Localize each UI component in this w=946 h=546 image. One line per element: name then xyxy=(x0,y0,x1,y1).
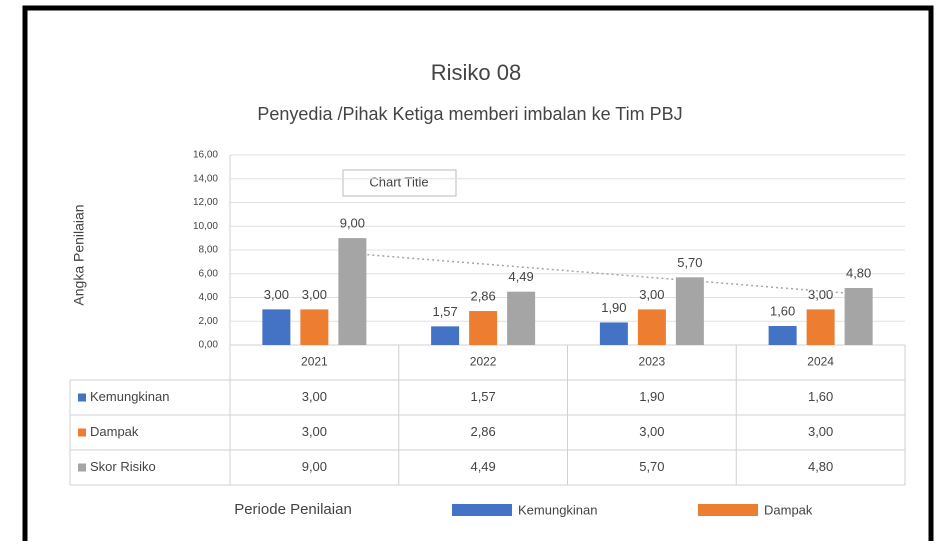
y-tick-label: 0,00 xyxy=(199,340,219,351)
data-label: 4,49 xyxy=(508,269,533,284)
bar xyxy=(844,288,873,345)
legend-key xyxy=(698,504,758,516)
table-cell: 4,80 xyxy=(808,459,833,474)
table-cell: 3,00 xyxy=(808,424,833,439)
y-tick-label: 12,00 xyxy=(193,197,218,208)
x-tick-label: 2024 xyxy=(807,355,834,369)
legend-label: Kemungkinan xyxy=(518,502,598,517)
table-cell: 5,70 xyxy=(639,459,664,474)
table-cell: 1,57 xyxy=(470,389,495,404)
bar xyxy=(431,326,460,345)
chart-subtitle: Penyedia /Pihak Ketiga memberi imbalan k… xyxy=(257,104,682,124)
y-tick-label: 16,00 xyxy=(193,150,218,161)
bar xyxy=(806,309,835,345)
table-row-label: Dampak xyxy=(90,424,139,439)
bar xyxy=(768,326,797,345)
y-tick-label: 14,00 xyxy=(193,173,218,184)
x-axis-label: Periode Penilaian xyxy=(234,501,352,518)
table-key xyxy=(78,393,86,402)
table-cell: 1,90 xyxy=(639,389,664,404)
y-tick-label: 10,00 xyxy=(193,221,218,232)
legend-label: Dampak xyxy=(764,502,813,517)
table-cell: 2,86 xyxy=(470,424,495,439)
bar xyxy=(262,309,291,345)
chart-title: Risiko 08 xyxy=(431,60,521,85)
table-key xyxy=(78,428,86,437)
data-label: 3,00 xyxy=(639,287,664,302)
y-axis-label: Angka Penilaian xyxy=(71,204,87,305)
table-row-label: Skor Risiko xyxy=(90,459,156,474)
table-cell: 3,00 xyxy=(302,389,327,404)
table-cell: 3,00 xyxy=(639,424,664,439)
data-label: 5,70 xyxy=(677,255,702,270)
frame xyxy=(22,5,934,546)
x-tick-label: 2021 xyxy=(301,355,328,369)
table-cell: 3,00 xyxy=(302,424,327,439)
bar xyxy=(599,322,628,345)
y-tick-label: 4,00 xyxy=(199,292,219,303)
bar xyxy=(469,311,498,345)
table-key xyxy=(78,463,86,472)
bar xyxy=(675,277,704,345)
x-tick-label: 2022 xyxy=(470,355,497,369)
table-row-label: Kemungkinan xyxy=(90,389,170,404)
data-label: 2,86 xyxy=(470,288,495,303)
data-label: 3,00 xyxy=(302,287,327,302)
legend-key xyxy=(452,504,512,516)
y-tick-label: 8,00 xyxy=(199,245,219,256)
floating-title: Chart Title xyxy=(369,174,428,189)
data-label: 3,00 xyxy=(264,287,289,302)
table-cell: 1,60 xyxy=(808,389,833,404)
table-cell: 4,49 xyxy=(470,459,495,474)
data-label: 1,60 xyxy=(770,303,795,318)
data-label: 4,80 xyxy=(846,265,871,280)
y-tick-label: 6,00 xyxy=(199,268,219,279)
y-tick-label: 2,00 xyxy=(199,316,219,327)
data-label: 9,00 xyxy=(340,216,365,231)
bar xyxy=(507,291,536,345)
data-label: 1,90 xyxy=(601,300,626,315)
table-cell: 9,00 xyxy=(302,459,327,474)
bar xyxy=(637,309,666,345)
data-label: 3,00 xyxy=(808,287,833,302)
bar xyxy=(300,309,329,345)
x-tick-label: 2023 xyxy=(639,355,666,369)
data-label: 1,57 xyxy=(432,304,457,319)
bar xyxy=(338,238,367,345)
title-box xyxy=(342,169,457,197)
